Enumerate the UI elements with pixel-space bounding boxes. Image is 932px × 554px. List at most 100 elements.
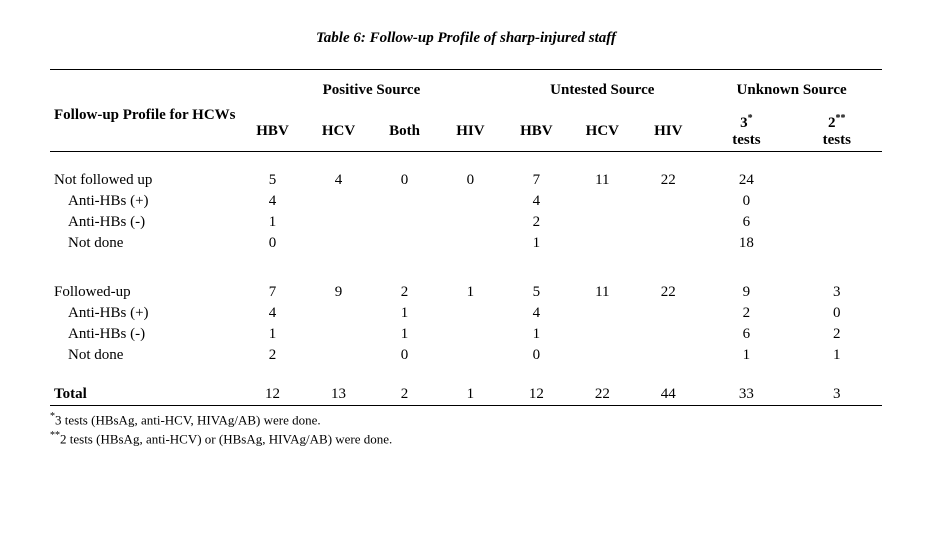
cell: 9 xyxy=(701,282,791,303)
cell xyxy=(372,191,438,212)
row-label: Not done xyxy=(50,345,240,366)
cell: 4 xyxy=(240,191,306,212)
row-label: Anti-HBs (+) xyxy=(50,303,240,324)
cell xyxy=(306,324,372,345)
cell: 1 xyxy=(503,324,569,345)
cell: 1 xyxy=(437,384,503,406)
footnotes: *3 tests (HBsAg, anti-HCV, HIVAg/AB) wer… xyxy=(50,410,882,448)
cell xyxy=(437,233,503,254)
footnote-2: **2 tests (HBsAg, anti-HCV) or (HBsAg, H… xyxy=(50,429,882,448)
cell: 3 xyxy=(792,282,882,303)
row-header-label: Follow-up Profile for HCWs xyxy=(50,80,240,152)
cell xyxy=(306,345,372,366)
cell xyxy=(635,303,701,324)
cell: 5 xyxy=(240,170,306,191)
col-3tests: 3* tests xyxy=(701,111,791,152)
cell xyxy=(569,233,635,254)
cell: 33 xyxy=(701,384,791,406)
col-hcv: HCV xyxy=(306,111,372,152)
cell: 1 xyxy=(701,345,791,366)
footnote-2-sup: ** xyxy=(50,430,60,441)
cell: 2 xyxy=(792,324,882,345)
cell: 4 xyxy=(503,303,569,324)
cell: 5 xyxy=(503,282,569,303)
cell: 3 xyxy=(792,384,882,406)
cell: 12 xyxy=(240,384,306,406)
cell: 1 xyxy=(372,324,438,345)
row-label: Total xyxy=(50,384,240,406)
cell xyxy=(437,345,503,366)
table-row: Anti-HBs (+) 4 4 0 xyxy=(50,191,882,212)
cell: 2 xyxy=(701,303,791,324)
group-unknown: Unknown Source xyxy=(701,80,882,101)
cell: 2 xyxy=(372,384,438,406)
cell xyxy=(569,212,635,233)
cell: 24 xyxy=(701,170,791,191)
cell: 0 xyxy=(240,233,306,254)
cell: 1 xyxy=(240,212,306,233)
cell: 7 xyxy=(240,282,306,303)
cell xyxy=(437,324,503,345)
cell: 2 xyxy=(372,282,438,303)
two-tests-sub: tests xyxy=(823,132,851,148)
cell: 1 xyxy=(437,282,503,303)
col-u-hcv: HCV xyxy=(569,111,635,152)
cell xyxy=(372,212,438,233)
table-row: Not done 0 1 18 xyxy=(50,233,882,254)
cell: 9 xyxy=(306,282,372,303)
cell: 0 xyxy=(503,345,569,366)
two-tests-sup: ** xyxy=(836,113,846,124)
group-untested: Untested Source xyxy=(503,80,701,101)
two-tests-num: 2 xyxy=(828,115,836,131)
group-header-row: Follow-up Profile for HCWs Positive Sour… xyxy=(50,80,882,101)
cell xyxy=(569,345,635,366)
col-2tests: 2** tests xyxy=(792,111,882,152)
cell: 4 xyxy=(240,303,306,324)
cell: 1 xyxy=(240,324,306,345)
cell: 6 xyxy=(701,324,791,345)
cell: 44 xyxy=(635,384,701,406)
table-row: Anti-HBs (-) 1 1 1 6 2 xyxy=(50,324,882,345)
cell: 22 xyxy=(635,282,701,303)
row-label: Anti-HBs (-) xyxy=(50,212,240,233)
row-label: Anti-HBs (+) xyxy=(50,191,240,212)
cell xyxy=(635,212,701,233)
cell: 0 xyxy=(372,170,438,191)
three-tests-num: 3 xyxy=(740,115,748,131)
cell xyxy=(569,324,635,345)
cell xyxy=(792,170,882,191)
cell xyxy=(437,212,503,233)
cell: 1 xyxy=(372,303,438,324)
row-label: Not followed up xyxy=(50,170,240,191)
cell: 12 xyxy=(503,384,569,406)
cell xyxy=(372,233,438,254)
table-title: Table 6: Follow-up Profile of sharp-inju… xyxy=(50,30,882,47)
col-u-hbv: HBV xyxy=(503,111,569,152)
cell: 22 xyxy=(635,170,701,191)
cell: 4 xyxy=(503,191,569,212)
cell xyxy=(437,191,503,212)
table-row: Not done 2 0 0 1 1 xyxy=(50,345,882,366)
table-row: Not followed up 5 4 0 0 7 11 22 24 xyxy=(50,170,882,191)
cell xyxy=(792,212,882,233)
cell: 6 xyxy=(701,212,791,233)
table-row: Anti-HBs (+) 4 1 4 2 0 xyxy=(50,303,882,324)
cell xyxy=(635,345,701,366)
row-label: Not done xyxy=(50,233,240,254)
cell xyxy=(635,191,701,212)
cell: 11 xyxy=(569,170,635,191)
cell: 2 xyxy=(240,345,306,366)
cell: 4 xyxy=(306,170,372,191)
cell xyxy=(792,191,882,212)
footnote-2-text: 2 tests (HBsAg, anti-HCV) or (HBsAg, HIV… xyxy=(60,431,392,446)
cell xyxy=(569,303,635,324)
cell xyxy=(306,191,372,212)
cell: 0 xyxy=(792,303,882,324)
row-label: Anti-HBs (-) xyxy=(50,324,240,345)
footnote-1: *3 tests (HBsAg, anti-HCV, HIVAg/AB) wer… xyxy=(50,410,882,429)
cell: 0 xyxy=(701,191,791,212)
footnote-1-text: 3 tests (HBsAg, anti-HCV, HIVAg/AB) were… xyxy=(55,412,321,427)
cell: 13 xyxy=(306,384,372,406)
cell xyxy=(306,212,372,233)
col-hbv: HBV xyxy=(240,111,306,152)
